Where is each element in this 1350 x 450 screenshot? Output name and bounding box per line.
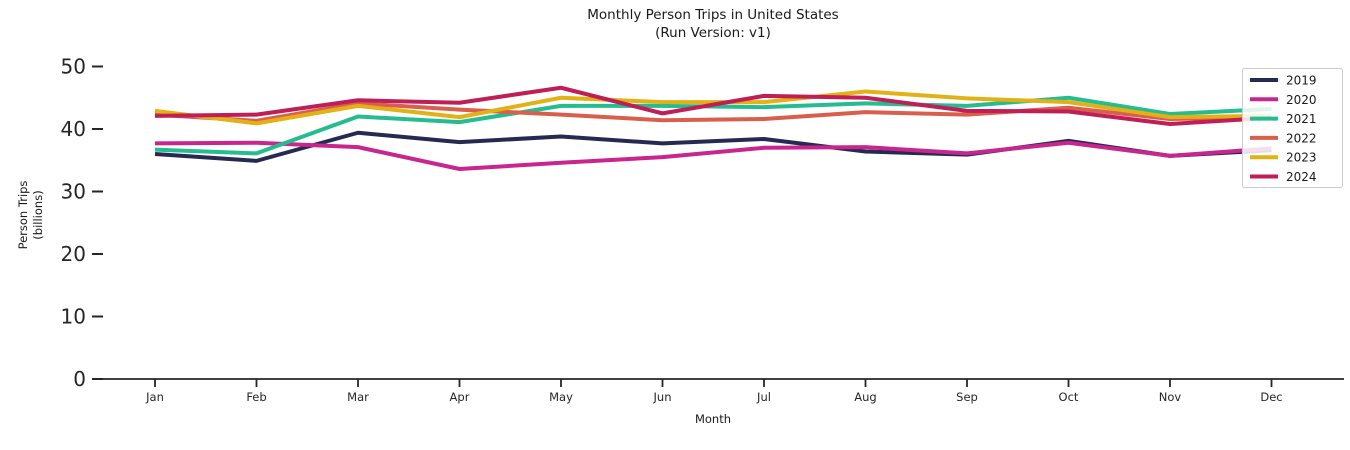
x-tick-label: Nov xyxy=(1159,390,1182,404)
y-axis-label-line2: (billions) xyxy=(31,190,45,239)
x-tick-label: Mar xyxy=(347,390,369,404)
legend-label-2023: 2023 xyxy=(1286,151,1317,165)
series-line-2020 xyxy=(154,140,1272,171)
y-tick-label: 10 xyxy=(61,305,86,329)
x-axis-ticks: Jan Feb Mar Apr May Jun Jul Aug Sep Oct Nov Dec xyxy=(145,379,1283,404)
legend-label-2021: 2021 xyxy=(1286,112,1317,126)
x-tick-label: Feb xyxy=(246,390,266,404)
x-tick-label: Jun xyxy=(653,390,672,404)
x-tick-label: Aug xyxy=(854,390,876,404)
x-tick-label: Dec xyxy=(1260,390,1282,404)
legend-item-2021: 2021 xyxy=(1250,112,1317,126)
x-tick-label: Apr xyxy=(450,390,470,404)
y-tick-label: 50 xyxy=(61,55,86,79)
chart-title: Monthly Person Trips in United States xyxy=(587,7,838,23)
legend-label-2022: 2022 xyxy=(1286,131,1317,145)
x-tick-label: Sep xyxy=(956,390,978,404)
chart-subtitle: (Run Version: v1) xyxy=(655,25,771,41)
series-line-2024 xyxy=(154,85,1272,126)
y-axis-label-line1: Person Trips xyxy=(16,181,30,250)
y-tick-label: 40 xyxy=(61,117,86,141)
legend-item-2020: 2020 xyxy=(1250,93,1317,107)
x-tick-label: Jul xyxy=(756,390,771,404)
x-tick-label: Jan xyxy=(145,390,164,404)
legend-item-2019: 2019 xyxy=(1250,74,1317,88)
y-tick-label: 20 xyxy=(61,242,86,266)
legend: 2019 2020 2021 2022 2023 2024 xyxy=(1242,68,1343,188)
series-line-2022 xyxy=(154,101,1272,123)
y-axis-ticks: 0 10 20 30 40 50 xyxy=(61,55,103,391)
x-axis-label: Month xyxy=(695,412,731,426)
series-line-2023 xyxy=(154,89,1272,126)
legend-item-2024: 2024 xyxy=(1250,170,1317,184)
legend-label-2019: 2019 xyxy=(1286,74,1317,88)
y-tick-label: 30 xyxy=(61,180,86,204)
x-tick-label: Oct xyxy=(1059,390,1079,404)
y-tick-label: 0 xyxy=(73,367,86,391)
legend-item-2023: 2023 xyxy=(1250,151,1317,165)
legend-item-2022: 2022 xyxy=(1250,131,1317,145)
legend-label-2024: 2024 xyxy=(1286,170,1317,184)
series-lines xyxy=(154,85,1272,171)
x-tick-label: May xyxy=(549,390,573,404)
legend-label-2020: 2020 xyxy=(1286,93,1317,107)
